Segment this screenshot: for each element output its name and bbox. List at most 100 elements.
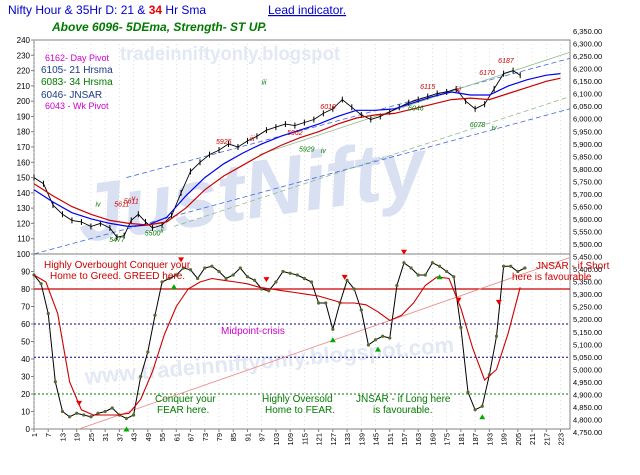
oscillator-point — [224, 276, 228, 281]
left-tick-label: 120 — [17, 219, 31, 228]
x-tick-label: 193 — [485, 433, 494, 446]
right-tick-label: 4,950.00 — [573, 378, 602, 387]
watermark-top-url: tradeinniftyonly.blogspot — [120, 44, 341, 65]
x-tick-label: 19 — [73, 433, 82, 441]
oscillator-point — [459, 325, 463, 330]
right-tick-label: 6,000.00 — [573, 115, 602, 124]
x-tick-label: 115 — [300, 433, 309, 445]
legend-21-hrsma: 6105- 21 Hrsma — [41, 65, 113, 76]
price-label: 5925 — [216, 139, 232, 146]
right-tick-label: 5,350.00 — [573, 278, 602, 287]
oscillator-point — [210, 264, 214, 268]
oscillator-point — [501, 264, 506, 268]
oscillator-point — [238, 266, 242, 270]
plot-background — [33, 39, 571, 430]
right-tick-label: 6,150.00 — [573, 77, 602, 86]
oscillator-point — [359, 308, 363, 312]
oscillator-point — [203, 266, 207, 270]
x-tick-label: 151 — [386, 433, 395, 446]
oscillator-point — [395, 283, 399, 288]
right-tick-label: 5,100.00 — [573, 340, 602, 349]
oscillator-point — [188, 268, 193, 272]
right-tick-label: 5,950.00 — [573, 127, 602, 136]
x-tick-label: 91 — [243, 433, 252, 441]
oscillator-point — [509, 264, 513, 268]
oscillator-point — [217, 269, 221, 274]
price-label: 5611 — [114, 202, 129, 209]
x-tick-label: 169 — [428, 433, 437, 446]
x-tick-label: 205 — [514, 433, 523, 446]
x-tick-label: 109 — [286, 433, 295, 446]
annotation-midpoint: Midpoint-crisis — [221, 326, 285, 337]
series-oscillator — [33, 261, 526, 420]
oscillator-point — [288, 271, 292, 275]
legend-day-pivot: 6162- Day Pivot — [45, 53, 110, 63]
oscillator-point — [196, 276, 200, 281]
oscillator-point — [124, 416, 129, 421]
x-tick-label: 127 — [329, 433, 338, 446]
left-tick-label: 130 — [17, 204, 31, 213]
left-tick-label: 170 — [17, 143, 31, 152]
x-tick-label: 121 — [315, 433, 324, 446]
oscillator-point — [274, 280, 278, 284]
price-label: 5611 — [124, 199, 139, 206]
sell-marker — [263, 277, 270, 283]
wave-label: iii — [262, 79, 267, 86]
series-34-hr-sma — [33, 77, 561, 226]
buy-marker — [170, 284, 177, 290]
x-tick-label: 25 — [87, 433, 96, 441]
oscillator-point — [46, 311, 50, 316]
title-prefix: Nifty Hour & 35Hr D: 21 & — [8, 3, 149, 17]
top-plot-area — [33, 39, 571, 255]
oscillator-point — [103, 409, 107, 414]
oscillator-point — [402, 261, 406, 265]
x-tick-label: 79 — [215, 433, 224, 441]
x-tick-label: 13 — [58, 433, 67, 441]
legend-jnsar: 6046- JNSAR — [41, 90, 102, 101]
annotation-conquer-fear-2: FEAR here. — [157, 405, 209, 416]
x-tick-label: 85 — [229, 433, 238, 441]
right-tick-label: 6,350.00 — [573, 27, 602, 36]
x-tick-label: 211 — [528, 433, 537, 445]
x-tick-label: 157 — [400, 433, 409, 446]
oscillator-point — [366, 343, 371, 347]
oscillator-point — [430, 261, 435, 265]
sell-marker — [400, 249, 407, 255]
price-label: 6115 — [420, 84, 435, 91]
left-tick-label: 30 — [21, 373, 30, 382]
right-tick-label: 5,900.00 — [573, 140, 602, 149]
bottom-plot-area — [33, 253, 571, 430]
annotation-oversold-2: Home to FEAR. — [265, 405, 335, 416]
oscillator-point — [146, 350, 150, 354]
left-tick-label: 0 — [26, 425, 31, 434]
x-tick-label: 97 — [258, 433, 267, 441]
x-tick-label: 163 — [414, 433, 423, 446]
left-tick-label: 190 — [17, 112, 31, 121]
right-tick-label: 6,250.00 — [573, 52, 602, 61]
right-tick-label: 4,850.00 — [573, 403, 602, 412]
title-link[interactable]: Lead indicator. — [268, 3, 346, 17]
trend-line — [126, 57, 571, 178]
price-label: 6078 — [470, 122, 486, 129]
x-tick-label: 37 — [115, 433, 124, 441]
wave-label: iv — [321, 148, 327, 155]
left-tick-label: 160 — [17, 158, 31, 167]
oscillator-point — [153, 313, 157, 317]
right-tick-label: 5,650.00 — [573, 202, 602, 211]
chart-header: Nifty Hour & 35Hr D: 21 & 34 Hr Sma Lead… — [8, 3, 346, 34]
x-tick-label: 145 — [372, 433, 381, 446]
series-21-hr-sma — [33, 73, 561, 228]
right-tick-label: 5,250.00 — [573, 303, 602, 312]
price-label: 5929 — [299, 147, 315, 154]
oscillator-point — [409, 266, 413, 270]
right-tick-label: 5,500.00 — [573, 240, 602, 249]
x-tick-label: 181 — [457, 433, 466, 446]
legend: 6162- Day Pivot 6105- 21 Hrsma 6083- 34 … — [41, 53, 113, 111]
right-tick-label: 5,550.00 — [573, 228, 602, 237]
top-panel-series — [33, 67, 561, 241]
oscillator-point — [60, 409, 65, 414]
trend-line — [33, 108, 571, 255]
oscillator-point — [381, 334, 385, 338]
